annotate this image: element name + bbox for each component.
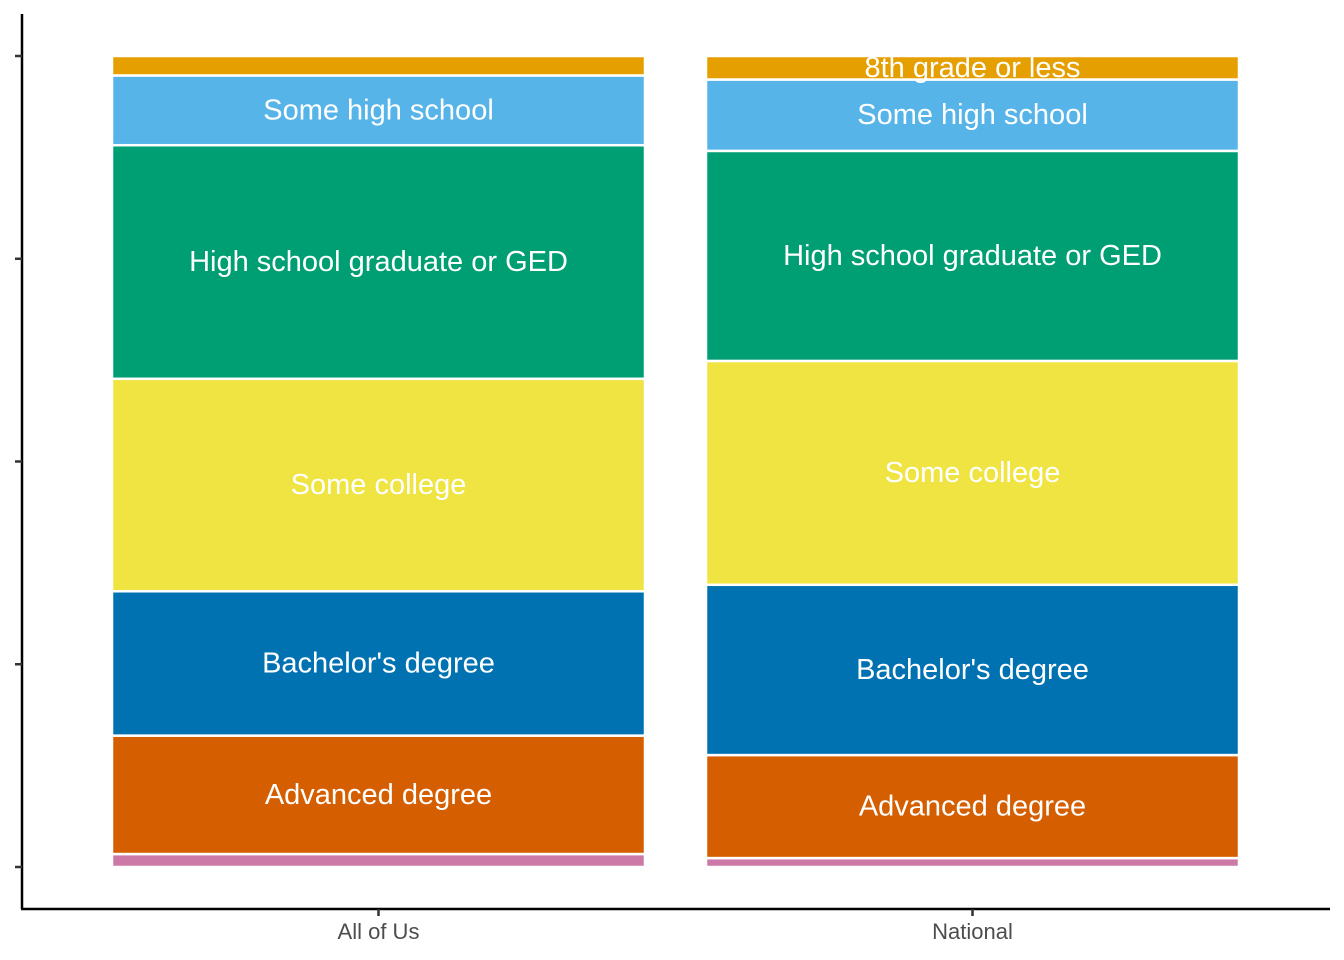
- segment-label-national-bachelor-s-degree: Bachelor's degree: [856, 654, 1089, 686]
- bar-national-some-college: [704, 359, 1241, 587]
- segment-label-all-of-us-some-high-school: Some high school: [263, 94, 494, 126]
- segment-label-all-of-us-advanced-degree: Advanced degree: [265, 779, 492, 811]
- segment-label-national-some-college: Some college: [885, 457, 1061, 489]
- bar-national-segment-0: [704, 856, 1241, 869]
- bar-national-bachelor-s-degree: [704, 583, 1241, 757]
- axes-layer: All of Us National: [15, 14, 1330, 944]
- segment-label-all-of-us-bachelor-s-degree: Bachelor's degree: [262, 647, 495, 679]
- bar-all-of-us-advanced-degree: [110, 734, 647, 856]
- bar-national-advanced-degree: [704, 753, 1241, 860]
- segment-label-national-advanced-degree: Advanced degree: [859, 791, 1086, 823]
- bar-all-of-us-8th-grade-or-less: [110, 54, 647, 77]
- bar-all-of-us-segment-0: [110, 852, 647, 869]
- segment-label-all-of-us-some-college: Some college: [291, 469, 467, 501]
- bars-layer: [110, 54, 1241, 869]
- bar-national-some-high-school: [704, 78, 1241, 153]
- bar-all-of-us-bachelor-s-degree: [110, 590, 647, 737]
- bar-all-of-us-high-school-graduate-or-ged: [110, 143, 647, 381]
- segment-label-all-of-us-high-school-graduate-or-ged: High school graduate or GED: [189, 246, 568, 278]
- bar-national-high-school-graduate-or-ged: [704, 149, 1241, 363]
- x-tick-label-national: National: [932, 919, 1013, 944]
- segment-label-national-high-school-graduate-or-ged: High school graduate or GED: [783, 240, 1162, 272]
- bar-all-of-us-some-high-school: [110, 74, 647, 147]
- x-tick-label-all-of-us: All of Us: [338, 919, 420, 944]
- segment-labels-layer: Advanced degree Bachelor's degree Some col…: [189, 52, 1162, 823]
- bar-national-8th-grade-or-less: [704, 54, 1241, 81]
- segment-label-national-8th-grade-or-less: 8th grade or less: [864, 52, 1080, 84]
- segment-label-national-some-high-school: Some high school: [857, 99, 1088, 131]
